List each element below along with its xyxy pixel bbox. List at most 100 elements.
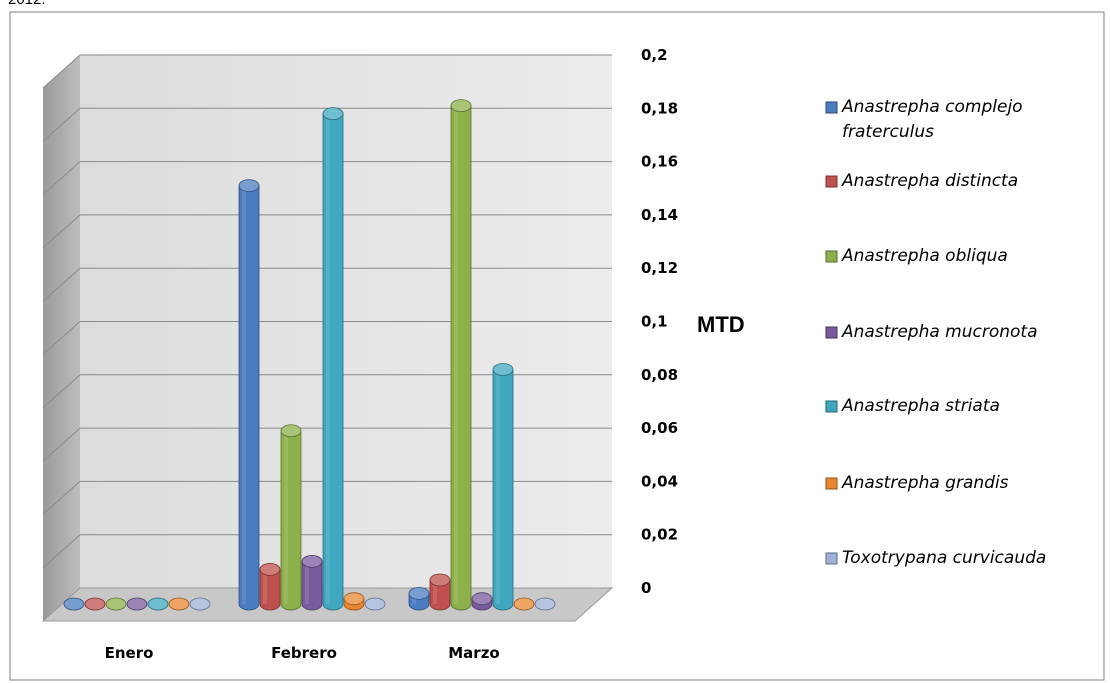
x-tick-label: Febrero (271, 644, 337, 662)
bar-highlight (242, 185, 246, 604)
bar-marzo-3 (450, 99, 472, 611)
legend-label: Anastrepha mucronota (841, 322, 1038, 342)
legend-item: Anastrepha striata (825, 396, 1000, 416)
bar-top (534, 597, 556, 611)
bar-top (364, 597, 386, 611)
bar-highlight (326, 113, 330, 604)
bar-top (238, 179, 260, 192)
bar-marzo-6 (513, 597, 535, 611)
legend-swatch (825, 552, 838, 565)
y-tick-label: 0,1 (641, 313, 668, 331)
gridline-side (42, 54, 81, 89)
bar-highlight (454, 105, 458, 605)
bar-febrero-5 (322, 107, 344, 611)
bar-top (429, 573, 451, 587)
gridline-side (42, 534, 81, 569)
bar-top (147, 597, 169, 611)
bar-body (492, 369, 514, 611)
y-tick-label: 0,16 (641, 153, 678, 171)
bars (63, 99, 556, 611)
bar-marzo-2 (429, 573, 451, 611)
legend-swatch (825, 326, 838, 339)
bar-enero-6 (168, 597, 190, 611)
y-tick-label: 0,04 (641, 472, 678, 490)
bar-enero-4 (126, 597, 148, 611)
legend-label: Toxotrypana curvicauda (842, 548, 1046, 568)
bar-top (259, 562, 281, 576)
gridline-side (42, 427, 81, 462)
gridline-side (42, 161, 81, 195)
bar-top (84, 597, 106, 611)
bar-body (238, 185, 260, 611)
y-axis-ticks: 0 0,02 0,04 0,06 0,08 0,1 0,12 0,14 0,16 0,18 0,2 (641, 46, 678, 597)
bar-marzo-5 (492, 363, 514, 611)
bar-top (189, 597, 211, 611)
bar-highlight (433, 580, 437, 604)
bar-body (322, 113, 344, 611)
y-axis-label: MTD (697, 312, 745, 337)
bar-top (492, 363, 514, 376)
bar-body (429, 579, 451, 611)
y-tick-label: 0,18 (641, 99, 678, 117)
bar-febrero-6 (343, 592, 365, 611)
bar-top (301, 554, 323, 568)
bar-enero-1 (63, 597, 85, 611)
legend-swatch (825, 101, 838, 114)
x-axis-labels: Enero Febrero Marzo (105, 644, 500, 662)
bar-enero-5 (147, 597, 169, 611)
legend-swatch (825, 477, 838, 490)
legend-item: Anastrepha complejo fraterculus (825, 97, 1023, 142)
bar-top (450, 99, 472, 113)
bar-highlight (263, 569, 267, 604)
bar-body (450, 105, 472, 611)
bar-highlight (496, 369, 500, 604)
bar-top (280, 424, 302, 438)
bar-top (168, 597, 190, 611)
bar-febrero-3 (280, 424, 302, 611)
bar-top (105, 597, 127, 611)
bar-body (301, 560, 323, 611)
legend-label: Anastrepha distincta (841, 171, 1018, 191)
legend-item: Anastrepha obliqua (825, 246, 1008, 266)
bar-febrero-4 (301, 554, 323, 611)
y-tick-label: 0 (641, 579, 651, 597)
x-tick-label: Enero (105, 644, 154, 662)
header-text: 2012. (8, 0, 46, 8)
legend-label: Anastrepha complejo fraterculus (841, 97, 1023, 142)
legend: Anastrepha complejo fraterculus Anastrepha… (825, 97, 1046, 568)
bar-marzo-7 (534, 597, 556, 611)
bar-top (513, 597, 535, 611)
bar-top (322, 107, 344, 121)
gridline-side (42, 374, 81, 409)
bar-top (408, 586, 430, 600)
bar-enero-3 (105, 597, 127, 611)
bar-body (259, 568, 281, 611)
legend-item: Anastrepha mucronota (825, 322, 1038, 342)
bar-top (126, 597, 148, 611)
gridline-side (42, 214, 81, 249)
gridline-side (42, 107, 81, 142)
bar-febrero-2 (259, 562, 281, 611)
gridline-side (42, 481, 81, 515)
bar-top (63, 597, 85, 611)
legend-item: Toxotrypana curvicauda (825, 548, 1046, 568)
y-tick-label: 0,06 (641, 419, 678, 437)
bar-highlight (305, 561, 309, 604)
y-tick-label: 0,02 (641, 526, 678, 544)
bar-highlight (284, 430, 288, 604)
legend-item: Anastrepha grandis (825, 473, 1009, 493)
bar-enero-7 (189, 597, 211, 611)
legend-swatch (825, 250, 838, 263)
bar-marzo-1 (408, 586, 430, 611)
bar-body (280, 430, 302, 611)
legend-label: Anastrepha grandis (841, 473, 1009, 493)
x-tick-label: Marzo (448, 644, 499, 662)
bar-febrero-1 (238, 179, 260, 611)
legend-swatch (825, 400, 838, 413)
legend-swatch (825, 175, 838, 188)
bar-marzo-4 (471, 592, 493, 611)
legend-label: Anastrepha obliqua (841, 246, 1008, 266)
y-tick-label: 0,12 (641, 259, 678, 277)
bar-top (471, 592, 493, 606)
y-tick-label: 0,14 (641, 206, 678, 224)
